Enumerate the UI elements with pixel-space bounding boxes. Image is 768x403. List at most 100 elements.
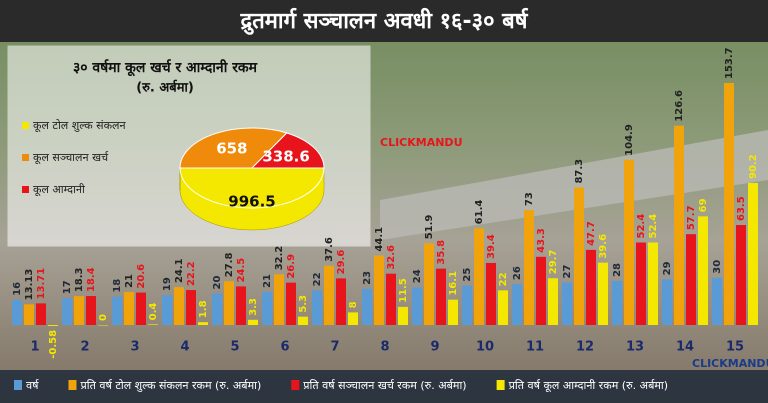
bar [486,262,496,325]
value-label: 5.3 [298,295,309,313]
bar [698,216,708,325]
bar [498,290,508,325]
bar [548,278,558,325]
x-tick-label: 3 [130,340,139,355]
x-tick-label: 6 [280,340,289,355]
bar [536,256,546,325]
value-label: 16.1 [448,271,459,296]
bar [298,316,308,325]
bar [524,210,534,325]
value-label: 20 [212,276,223,290]
bar [324,265,334,325]
value-label: 16 [12,282,23,296]
value-label: 25 [462,268,473,282]
value-label: 27 [562,265,573,279]
value-label: 44.1 [374,227,385,252]
bar [236,286,246,325]
value-label: 52.4 [636,214,647,239]
bar [374,255,384,325]
value-label: 32.6 [386,245,397,270]
watermark: CLICKMANDU [380,136,463,149]
bar [412,287,422,325]
bar [562,282,572,325]
value-label: 35.8 [436,240,447,265]
value-label: 8 [348,301,359,308]
bar [662,279,672,325]
value-label: 24 [412,269,423,283]
value-label: 28 [612,263,623,277]
value-label: 22.2 [186,261,197,286]
x-tick-label: 11 [526,340,544,355]
bar [386,273,396,325]
value-label: 32.2 [274,246,285,271]
value-label: 39.6 [598,234,609,259]
x-tick-label: 10 [476,340,494,355]
value-label: 18.4 [86,267,97,292]
bar [586,249,596,325]
legend-swatch [14,380,22,390]
x-tick-label: 13 [626,340,644,355]
bar [462,285,472,325]
value-label: 0.4 [148,303,159,321]
legend-label: कूल आम्दानी [33,183,85,197]
x-tick-label: 12 [576,340,594,355]
pie-subtitle: (रु. अर्बमा) [136,80,194,96]
legend-swatch [22,154,29,161]
bar [636,242,646,325]
value-label: 18 [112,279,123,293]
bar [712,277,722,325]
bar [124,291,134,325]
value-label: 27.8 [224,253,235,278]
bar [274,274,284,325]
value-label: 26.9 [286,254,297,279]
x-tick-label: 1 [30,340,39,355]
value-label: 30 [712,260,723,274]
value-label: 37.6 [324,237,335,262]
value-label: -0.58 [48,330,59,359]
bridge-shape [380,130,768,240]
value-label: 52.4 [648,214,659,239]
value-label: 3.3 [248,298,259,316]
value-label: 13.13 [24,269,35,301]
value-label: 63.5 [736,196,747,221]
x-tick-label: 2 [80,340,89,355]
legend-swatch [68,380,77,390]
bar [12,299,22,325]
value-label: 22 [312,272,323,286]
bar [174,287,184,325]
legend-label: कूल सञ्चालन खर्च [33,151,109,165]
x-tick-label: 14 [676,340,694,355]
bar [424,243,434,325]
pie-slice [179,167,325,209]
bar [624,159,634,325]
legend-swatch [496,380,505,390]
bar [686,234,696,325]
bar [748,182,758,325]
bar [286,282,296,325]
value-label: 57.7 [686,205,697,230]
value-label: 17 [62,280,73,294]
value-label: 26 [512,266,523,280]
bar [598,262,608,325]
chart-title: द्रुतमार्ग सञ्चालन अवधी १६-३० बर्ष [240,7,529,35]
bar [198,322,208,325]
bar [112,296,122,325]
legend-label: प्रति वर्ष टोल शुल्क संकलन रकम (रु. अर्ब… [80,379,261,392]
bar [36,303,46,325]
legend-label: प्रति वर्ष कूल आम्दानी रकम (रु. अर्बमा) [509,379,668,393]
value-label: 24.1 [174,258,185,283]
bar [674,125,684,325]
value-label: 29.6 [336,250,347,275]
bar [98,325,108,326]
bar [736,225,746,325]
title-bar [0,0,768,42]
bar [186,290,196,325]
bar [224,281,234,325]
bar [162,295,172,325]
value-label: 153.7 [724,47,735,79]
value-label: 47.7 [586,221,597,246]
legend-label: कूल टोल शुल्क संकलन [33,119,126,133]
value-label: 20.6 [136,264,147,289]
pie-title: ३० वर्षमा कूल खर्च र आम्दानी रकम [73,59,258,77]
